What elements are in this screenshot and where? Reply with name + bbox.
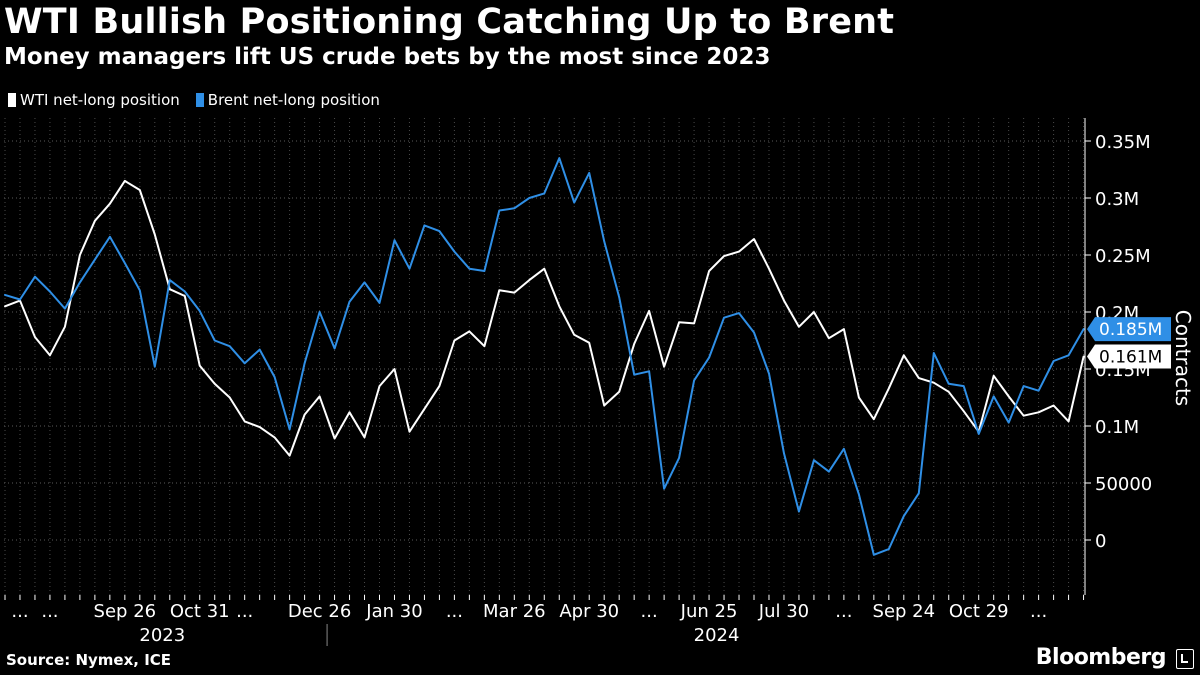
bloomberg-logo: Bloomberg (1035, 645, 1167, 670)
source-note: Source: Nymex, ICE (6, 651, 172, 669)
x-tick-label: ... (236, 601, 253, 622)
bloomberg-terminal-icon (1176, 649, 1194, 669)
x-tick-label: Dec 26 (288, 601, 351, 622)
legend-item-brent: Brent net-long position (195, 91, 380, 109)
brent-end-value: 0.185M (1099, 320, 1162, 340)
x-tick-label: Oct 31 (170, 601, 230, 622)
x-tick-label: ... (41, 601, 58, 622)
x-tick-label: ... (11, 601, 28, 622)
x-tick-label: ... (1030, 601, 1047, 622)
wti-series-line (4, 179, 1085, 457)
y-tick-label: 0.25M (1095, 246, 1151, 267)
x-tick-label: Jan 30 (365, 601, 422, 622)
chart-title: WTI Bullish Positioning Catching Up to B… (4, 2, 895, 42)
legend-item-wti: WTI net-long position (8, 91, 180, 109)
brent-series-line (4, 157, 1085, 556)
x-tick-label: Jul 30 (758, 601, 809, 622)
wti-end-value: 0.161M (1099, 347, 1162, 367)
x-year-label: 2023 (139, 625, 185, 646)
end-value-badges: 0.185M 0.161M (1087, 317, 1171, 369)
chart-subtitle: Money managers lift US crude bets by the… (4, 44, 771, 70)
x-year-label: 2024 (694, 625, 740, 646)
x-axis: ...... Sep 26 Oct 31... Dec 26 Jan 30... Mar … (4, 595, 1085, 646)
y-tick-label: 0.35M (1095, 132, 1151, 153)
x-tick-label: ... (641, 601, 658, 622)
x-tick-label: Sep 24 (873, 601, 936, 622)
x-tick-label: Oct 29 (949, 601, 1009, 622)
x-tick-label: Jun 25 (680, 601, 738, 622)
y-tick-label: 0.3M (1095, 189, 1139, 210)
gridlines (4, 118, 1085, 595)
x-tick-label: ... (446, 601, 463, 622)
x-tick-label: Mar 26 (483, 601, 546, 622)
legend-label-wti: WTI net-long position (20, 91, 180, 109)
x-tick-label: Apr 30 (559, 601, 619, 622)
x-tick-label: Sep 26 (94, 601, 157, 622)
legend-label-brent: Brent net-long position (207, 91, 380, 109)
y-axis-title: Contracts (1171, 310, 1195, 406)
series-lines (4, 157, 1085, 556)
wti-end-badge (1087, 344, 1171, 369)
legend: WTI net-long position Brent net-long pos… (8, 91, 380, 109)
legend-swatch-brent (195, 93, 204, 107)
brent-end-badge (1087, 317, 1171, 342)
y-tick-label: 0 (1095, 531, 1106, 552)
x-tick-label: ... (835, 601, 852, 622)
legend-swatch-wti (8, 93, 16, 107)
y-tick-label: 0.1M (1095, 417, 1139, 438)
y-tick-label: 50000 (1095, 474, 1152, 495)
